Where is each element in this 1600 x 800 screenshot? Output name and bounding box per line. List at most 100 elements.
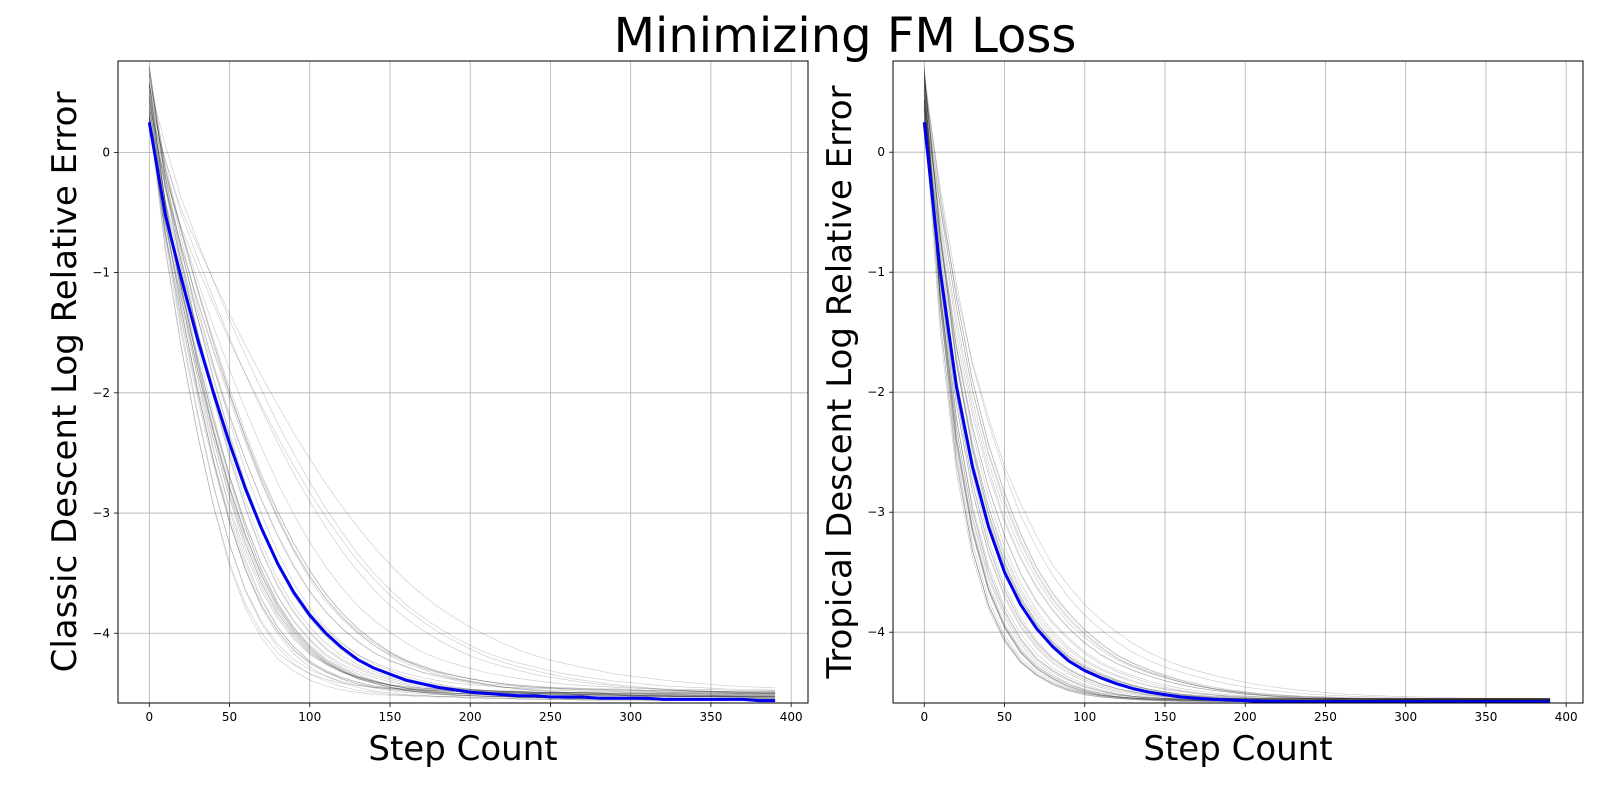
classic-run-line	[148, 100, 776, 691]
classic-mean-series	[147, 122, 776, 703]
tropical-x-tick-label: 150	[1154, 710, 1177, 724]
tropical-x-axis-label: Step Count	[1143, 729, 1332, 769]
classic-run-line	[148, 84, 776, 691]
classic-run-line	[148, 66, 776, 699]
tropical-run-line	[923, 110, 1551, 701]
tropical-run-line	[923, 100, 1551, 700]
classic-run-line	[148, 118, 776, 698]
classic-run-line	[148, 95, 776, 701]
classic-run-line	[149, 109, 776, 689]
classic-run-line	[148, 113, 776, 701]
classic-run-line	[148, 111, 776, 695]
classic-x-tick-label: 250	[539, 710, 562, 724]
classic-run-line	[148, 116, 776, 699]
classic-run-line	[148, 65, 776, 701]
classic-run-line	[148, 83, 776, 696]
classic-run-line	[149, 120, 776, 695]
figure-title: Minimizing FM Loss	[614, 8, 1077, 64]
classic-x-tick-label: 0	[145, 710, 153, 724]
classic-y-tick-label: 0	[102, 145, 110, 159]
tropical-run-line	[923, 89, 1551, 702]
classic-run-line	[148, 111, 776, 700]
tropical-run-line	[923, 92, 1551, 702]
tropical-run-line	[923, 89, 1551, 702]
tropical-run-line	[923, 72, 1551, 701]
tropical-run-line	[923, 119, 1551, 702]
classic-descent-panel: 0 50 100 150 200 250 300 350 400 0 −1 −2 −3 −4 Step C…	[45, 60, 809, 769]
classic-x-tick-label: 350	[699, 710, 722, 724]
tropical-run-line	[923, 94, 1551, 699]
classic-y-tick-label: −2	[92, 386, 110, 400]
classic-x-tick-label: 300	[619, 710, 642, 724]
classic-x-tick-label: 100	[298, 710, 321, 724]
classic-run-line	[148, 115, 776, 701]
classic-x-axis-label: Step Count	[368, 729, 557, 769]
classic-run-line	[148, 108, 776, 699]
tropical-run-line	[923, 82, 1551, 702]
classic-run-line	[148, 83, 776, 695]
classic-run-line	[148, 73, 776, 698]
tropical-run-line	[923, 104, 1551, 701]
classic-y-axis-label: Classic Descent Log Relative Error	[45, 92, 85, 673]
classic-run-line	[148, 95, 776, 696]
classic-run-line	[148, 71, 776, 698]
tropical-run-line	[923, 76, 1551, 701]
tropical-run-line	[923, 67, 1551, 701]
tropical-run-line	[923, 79, 1551, 703]
tropical-run-line	[923, 88, 1551, 701]
classic-x-tick-label: 50	[222, 710, 237, 724]
classic-grid	[118, 61, 808, 703]
tropical-y-tick-label: 0	[877, 145, 885, 159]
classic-y-tick-label: −3	[92, 506, 110, 520]
tropical-run-line	[923, 74, 1551, 700]
classic-run-line	[148, 101, 776, 700]
tropical-run-line	[923, 67, 1551, 700]
tropical-run-line	[923, 97, 1551, 701]
tropical-x-tick-label: 100	[1073, 710, 1096, 724]
classic-run-lines	[148, 65, 776, 701]
classic-plot-frame	[117, 60, 809, 704]
tropical-y-tick-label: −3	[867, 505, 885, 519]
tropical-run-line	[923, 100, 1551, 701]
tropical-run-line	[923, 73, 1551, 701]
classic-run-line	[148, 97, 776, 694]
classic-x-tick-label: 150	[379, 710, 402, 724]
tropical-grid	[893, 61, 1583, 703]
tropical-run-line	[923, 106, 1551, 700]
classic-run-line	[148, 115, 776, 695]
tropical-descent-panel: 0 50 100 150 200 250 300 350 400 0 −1 −2 −3 −4 Step C…	[820, 60, 1584, 769]
tropical-x-tick-label: 200	[1234, 710, 1257, 724]
tropical-run-line	[923, 77, 1551, 699]
classic-run-line	[148, 117, 776, 699]
classic-run-line	[148, 107, 776, 697]
classic-run-line	[148, 82, 776, 696]
tropical-x-tick-label: 250	[1314, 710, 1337, 724]
tropical-run-lines	[923, 67, 1551, 703]
tropical-run-line	[923, 82, 1551, 701]
tropical-run-line	[923, 99, 1551, 700]
tropical-x-tick-label: 0	[920, 710, 928, 724]
tropical-x-tick-label: 350	[1474, 710, 1497, 724]
tropical-run-line	[923, 116, 1551, 700]
tropical-run-line	[923, 69, 1551, 701]
classic-run-line	[148, 102, 776, 693]
tropical-run-line	[923, 101, 1551, 701]
tropical-run-line	[923, 76, 1551, 700]
classic-run-line	[148, 87, 776, 697]
tropical-mean-series	[922, 122, 1551, 704]
tropical-x-tick-label: 300	[1394, 710, 1417, 724]
tropical-run-line	[923, 107, 1551, 701]
classic-run-line	[148, 90, 776, 699]
classic-y-tick-label: −1	[92, 266, 110, 280]
tropical-y-tick-label: −4	[867, 625, 885, 639]
tropical-mean-line	[922, 122, 1551, 704]
tropical-run-line	[923, 79, 1551, 700]
classic-run-line	[148, 84, 776, 697]
tropical-run-line	[923, 100, 1551, 702]
tropical-y-tick-label: −1	[867, 265, 885, 279]
tropical-run-line	[923, 119, 1551, 700]
tropical-plot-frame	[892, 60, 1584, 704]
classic-run-line	[148, 74, 776, 692]
classic-run-line	[148, 91, 776, 701]
